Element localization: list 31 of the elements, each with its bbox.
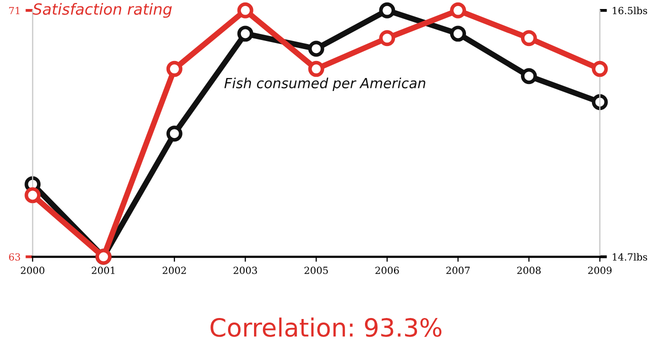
x-tick-label: 2006 [375,266,399,274]
point [520,30,537,46]
point [450,2,466,18]
x-tick-label: 2007 [446,266,470,274]
point [379,2,396,18]
x-tick-label: 2003 [234,266,257,274]
x-tick-label: 2001 [92,266,114,274]
x-tick-label: 2005 [304,266,328,274]
point [24,187,41,204]
point [520,68,537,84]
text: Correlation: 93.3% [210,318,442,337]
x-tick-label: 2008 [517,266,541,274]
point [237,26,254,42]
point [379,30,396,46]
x-tick-label: 2000 [20,266,44,274]
y-tick-label: 63 [9,253,20,261]
point [308,40,324,57]
point [166,126,182,142]
y-tick-label: 71 [9,6,20,14]
text: Satisfaction rating [32,3,172,18]
x-tick-label: 2009 [588,266,612,274]
y2-tick-label: 14.7lbs [612,253,648,261]
series-label: Fish consumed per American [224,78,426,92]
point [308,60,324,77]
y2-tick-label: 16.5lbs [612,6,648,14]
point [237,2,254,18]
x-tick-label: 2002 [162,266,186,274]
point [592,60,608,77]
point [592,94,608,110]
point [450,26,466,42]
point [166,60,182,77]
